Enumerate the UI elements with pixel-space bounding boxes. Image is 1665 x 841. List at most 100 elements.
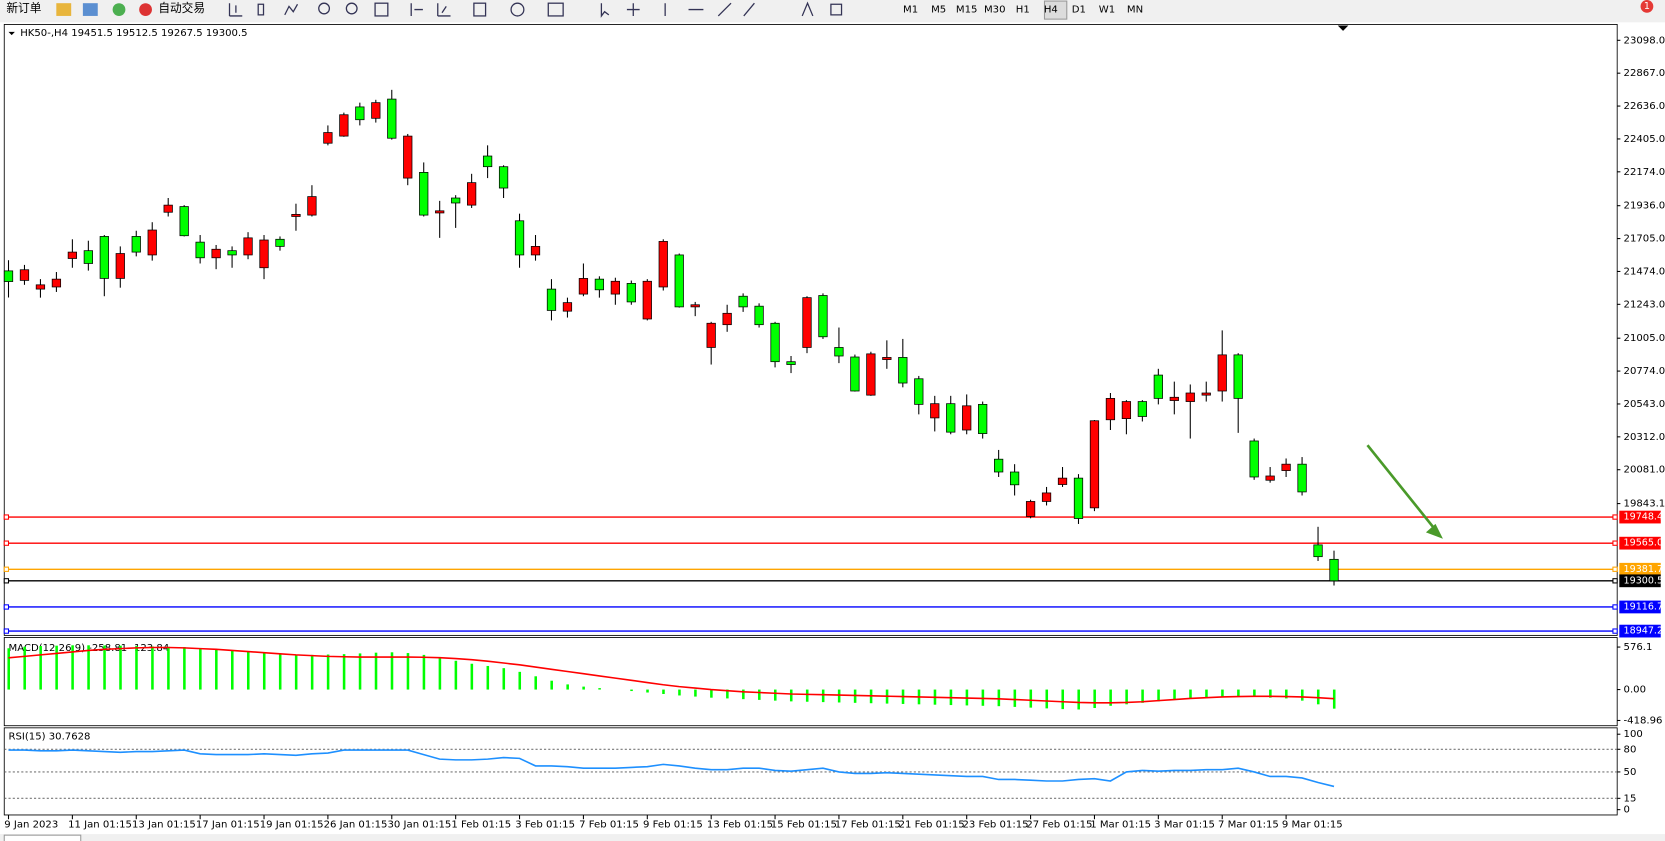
icon[interactable] bbox=[626, 1, 843, 17]
x-tick-label: 7 Mar 01:15 bbox=[1218, 820, 1279, 831]
y-tick-label: 21243.0 bbox=[1624, 299, 1665, 310]
candle-body bbox=[1201, 392, 1211, 396]
level-label-bg bbox=[1619, 574, 1661, 588]
auto-trading-button[interactable]: 自动交易 bbox=[158, 1, 205, 15]
icon[interactable] bbox=[318, 2, 331, 15]
macd-bar bbox=[582, 686, 585, 690]
y-tick-label: 22867.0 bbox=[1624, 68, 1665, 79]
y-tick-label: 0.00 bbox=[1624, 685, 1646, 696]
timeframe-button[interactable]: H1 bbox=[1016, 5, 1030, 16]
x-tick-label: 21 Feb 01:15 bbox=[899, 820, 965, 831]
icon[interactable] bbox=[257, 3, 265, 16]
candle-body bbox=[1105, 398, 1116, 421]
y-tick-label: 20774.0 bbox=[1624, 366, 1665, 377]
y-tick-label: 23098.0 bbox=[1624, 35, 1665, 46]
candle-body bbox=[658, 241, 668, 288]
timeframe-button[interactable]: D1 bbox=[1072, 5, 1086, 16]
macd-bar bbox=[742, 689, 745, 700]
icon[interactable] bbox=[437, 3, 451, 17]
level-handle bbox=[3, 578, 10, 584]
timeframe-button[interactable]: M15 bbox=[956, 5, 978, 16]
macd-bar bbox=[502, 668, 506, 690]
candle-body bbox=[1041, 492, 1052, 502]
macd-bar bbox=[630, 689, 633, 692]
candle-body bbox=[722, 312, 732, 326]
x-tick-label: 30 Jan 01:15 bbox=[388, 820, 452, 831]
icon[interactable] bbox=[56, 3, 72, 16]
icon[interactable] bbox=[228, 3, 243, 17]
new-order-button[interactable]: 新订单 bbox=[6, 1, 41, 15]
candle-body bbox=[1137, 401, 1147, 417]
icon[interactable] bbox=[284, 3, 299, 16]
timeframe-button[interactable]: H4 bbox=[1044, 5, 1058, 16]
level-handle bbox=[3, 604, 10, 610]
icon[interactable] bbox=[345, 2, 358, 15]
candle-body bbox=[530, 246, 541, 256]
icon[interactable] bbox=[473, 2, 487, 17]
y-tick-label: 21005.0 bbox=[1624, 333, 1665, 344]
macd-bar bbox=[7, 648, 10, 690]
candle-body bbox=[706, 322, 716, 348]
icon[interactable] bbox=[374, 2, 389, 17]
macd-bar bbox=[1093, 689, 1096, 709]
macd-bar bbox=[470, 663, 474, 690]
pressed-tab bbox=[1043, 0, 1068, 20]
candle-body bbox=[3, 270, 14, 282]
icon[interactable] bbox=[112, 3, 126, 16]
candle-body bbox=[898, 357, 908, 384]
candle-body bbox=[1025, 501, 1036, 517]
candle-body bbox=[546, 288, 557, 311]
macd-bar bbox=[246, 651, 250, 690]
timeframe-button[interactable]: W1 bbox=[1099, 5, 1115, 16]
x-tick-label: 9 Jan 2023 bbox=[4, 820, 58, 831]
candle-body bbox=[83, 250, 93, 264]
candle-body bbox=[1297, 463, 1307, 493]
timeframe-button[interactable]: M30 bbox=[984, 5, 1006, 16]
macd-bar bbox=[1173, 689, 1176, 700]
macd-bar bbox=[678, 689, 681, 696]
icon[interactable] bbox=[600, 3, 610, 18]
candle-body bbox=[179, 206, 189, 237]
dropdown-arrow[interactable] bbox=[8, 31, 15, 36]
macd-bar bbox=[805, 689, 809, 702]
timeframe-button[interactable]: MN bbox=[1127, 5, 1143, 16]
macd-bar bbox=[454, 660, 458, 690]
macd-bar bbox=[1045, 689, 1049, 709]
candle-body bbox=[994, 458, 1004, 473]
icon[interactable] bbox=[410, 3, 423, 16]
y-tick-label: 22405.0 bbox=[1624, 134, 1665, 145]
candle-body bbox=[259, 239, 269, 269]
macd-bar bbox=[1205, 689, 1208, 698]
macd-bar bbox=[518, 671, 522, 690]
candle-body bbox=[323, 132, 333, 144]
icon[interactable] bbox=[82, 3, 98, 16]
x-tick-label: 9 Feb 01:15 bbox=[643, 820, 703, 831]
y-tick-label: 20081.0 bbox=[1624, 465, 1665, 476]
x-tick-label: 9 Mar 01:15 bbox=[1282, 820, 1343, 831]
y-tick-label: 576.1 bbox=[1624, 642, 1653, 653]
timeframe-button[interactable]: M1 bbox=[903, 5, 918, 16]
candle-body bbox=[1249, 440, 1259, 478]
candle-body bbox=[1185, 392, 1195, 402]
y-tick-label: 22636.0 bbox=[1624, 101, 1665, 112]
badge[interactable] bbox=[1640, 0, 1654, 13]
macd-bar bbox=[1221, 689, 1224, 697]
candle-body bbox=[19, 269, 30, 281]
candle-body bbox=[131, 236, 141, 253]
icon[interactable] bbox=[547, 2, 564, 17]
candle-body bbox=[562, 302, 573, 312]
icon[interactable] bbox=[510, 2, 525, 17]
macd-bar bbox=[534, 676, 537, 690]
macd-bar bbox=[1061, 689, 1065, 710]
level-label: 18947.2 bbox=[1624, 626, 1663, 637]
candle-body bbox=[403, 135, 413, 179]
candle-body bbox=[626, 283, 636, 303]
macd-bar bbox=[119, 645, 122, 690]
chart-tab[interactable] bbox=[3, 834, 82, 841]
icon[interactable] bbox=[139, 3, 152, 16]
timeframe-button[interactable]: M5 bbox=[931, 5, 946, 16]
macd-bar bbox=[278, 653, 282, 690]
macd-bar bbox=[1109, 689, 1112, 706]
candle-body bbox=[275, 238, 285, 247]
